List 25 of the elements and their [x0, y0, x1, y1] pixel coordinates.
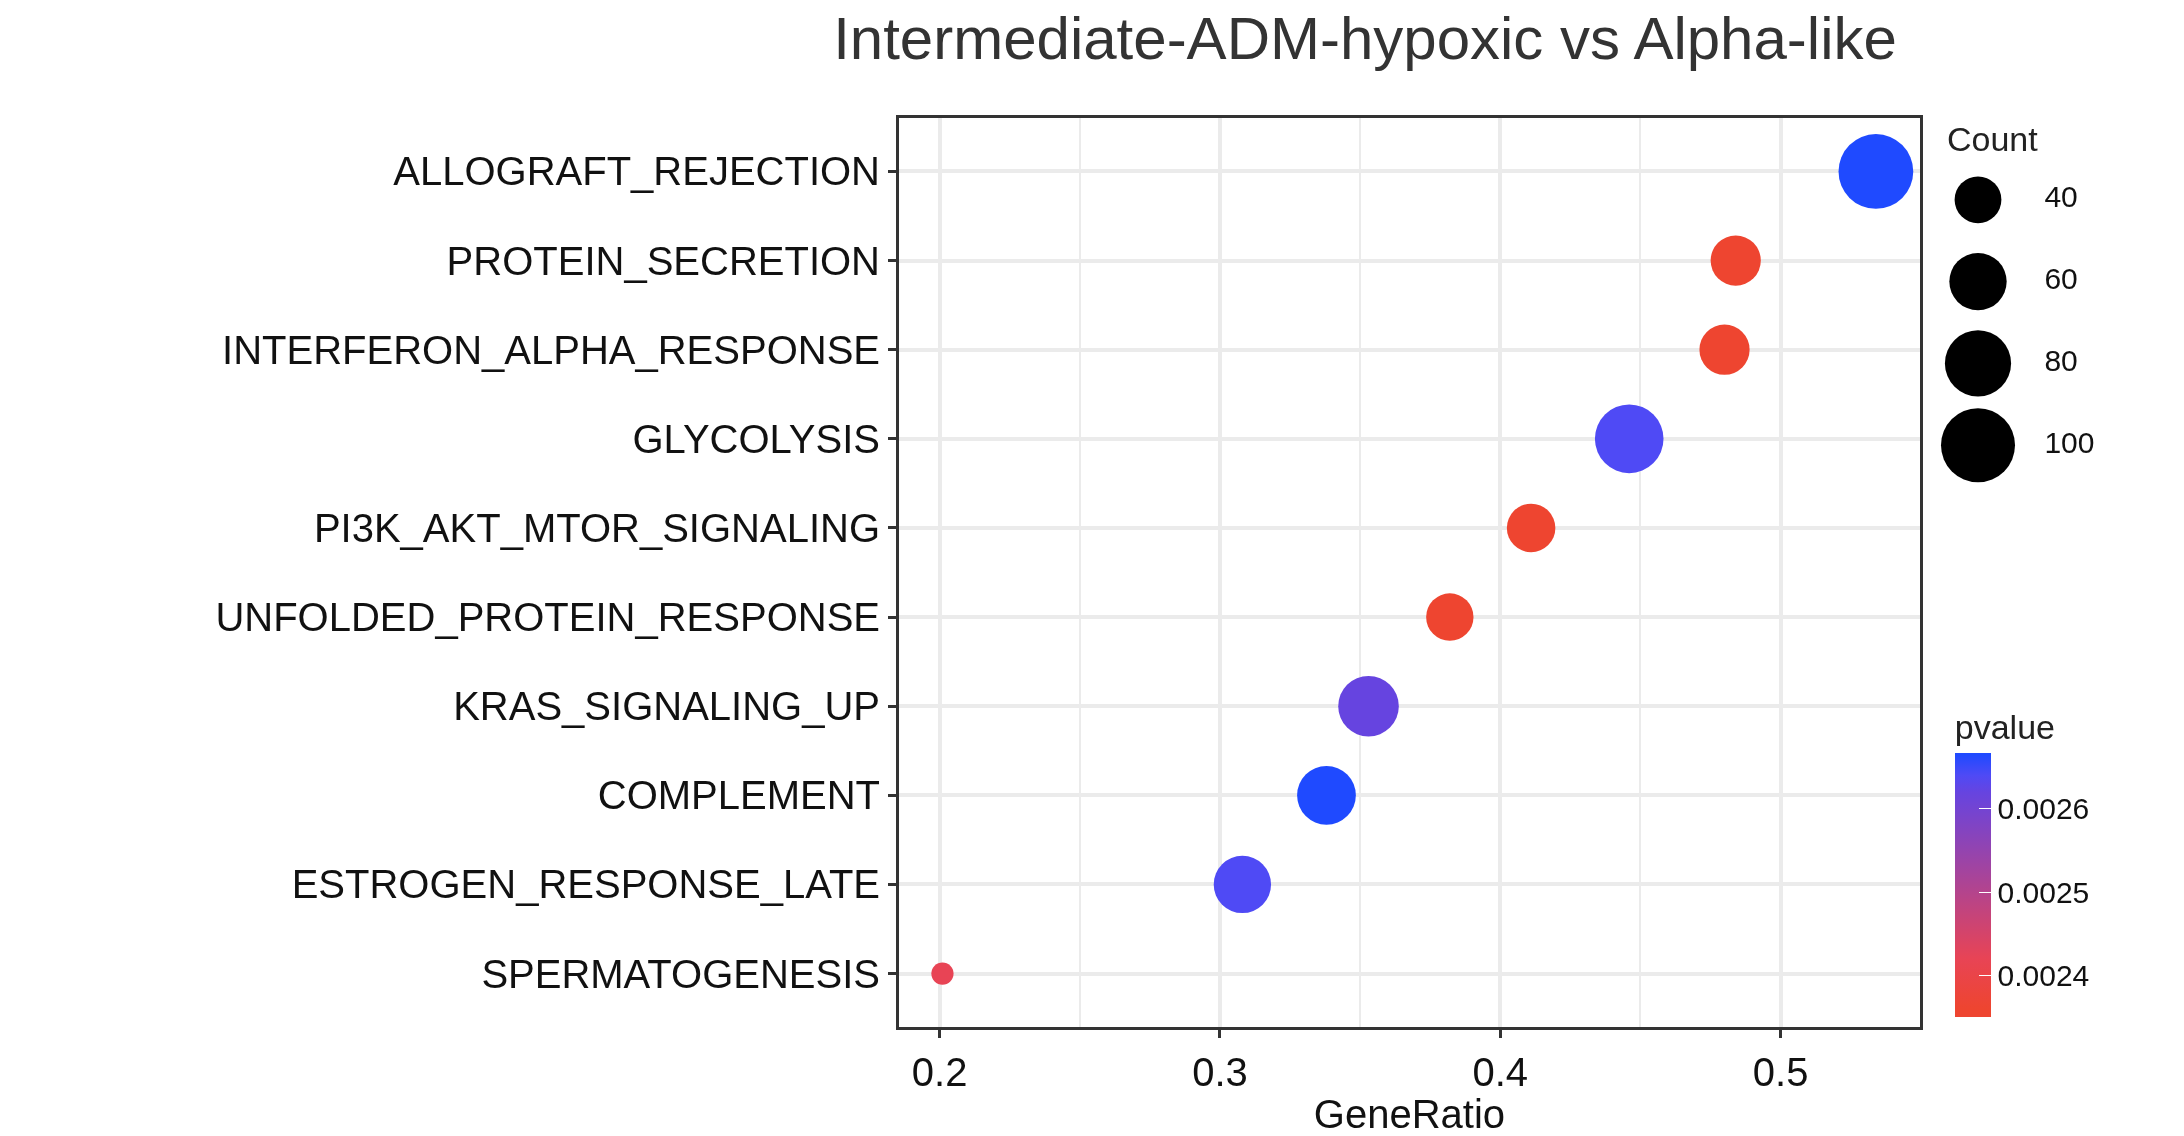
x-axis-title: GeneRatio: [1313, 1092, 1506, 1136]
y-tick-label: COMPLEMENT: [597, 773, 880, 818]
y-tick-label: KRAS_SIGNALING_UP: [453, 684, 880, 729]
legend-label: 100: [2044, 425, 2095, 459]
color-bar-label: 0.0025: [1997, 875, 2090, 909]
y-tick-label: PI3K_AKT_MTOR_SIGNALING: [313, 505, 880, 550]
x-tick-label: 0.4: [1472, 1050, 1529, 1094]
color-bar-label: 0.0024: [1997, 958, 2090, 992]
chart-title: Intermediate-ADM-hypoxic vs Alpha-like: [833, 5, 1897, 73]
y-tick-label: UNFOLDED_PROTEIN_RESPONSE: [215, 595, 880, 640]
y-tick-label: ESTROGEN_RESPONSE_LATE: [291, 862, 880, 907]
legend-title: Count: [1947, 120, 2039, 158]
x-tick-label: 0.3: [1192, 1050, 1248, 1094]
color-bar-label: 0.0026: [1997, 792, 2090, 826]
y-tick-label: ALLOGRAFT_REJECTION: [393, 149, 880, 194]
legend-label: 80: [2044, 343, 2078, 377]
y-tick-label: SPERMATOGENESIS: [481, 951, 880, 996]
legend-label: 40: [2044, 180, 2078, 214]
legend-label: 60: [2044, 262, 2078, 296]
y-tick-label: PROTEIN_SECRETION: [446, 238, 880, 283]
y-tick-label: GLYCOLYSIS: [632, 416, 880, 461]
x-tick-label: 0.5: [1752, 1050, 1809, 1094]
y-tick-label: INTERFERON_ALPHA_RESPONSE: [222, 327, 880, 372]
color-bar-title: pvalue: [1954, 707, 2055, 746]
x-tick-label: 0.2: [911, 1050, 968, 1094]
